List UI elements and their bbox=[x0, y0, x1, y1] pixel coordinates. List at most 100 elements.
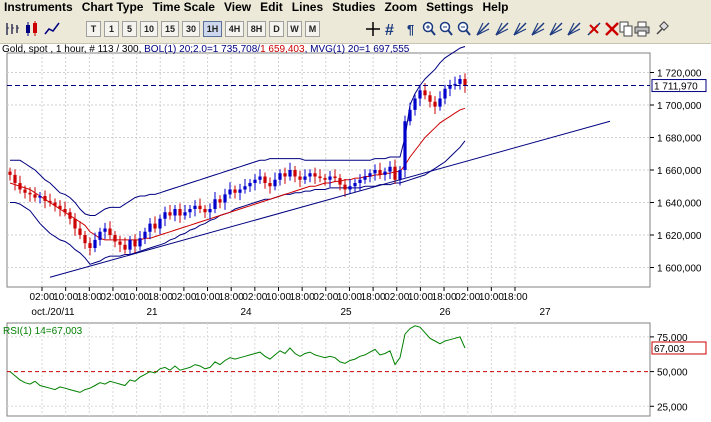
menu-studies[interactable]: Studies bbox=[332, 0, 376, 14]
price-y-label: 1 660,000 bbox=[657, 166, 702, 177]
print-icon[interactable] bbox=[633, 20, 651, 38]
time-x-label: 10:00 bbox=[195, 292, 220, 303]
timeframe-button-w[interactable]: W bbox=[287, 21, 302, 37]
rsi-chart[interactable]: RSI(1) 14=67,003 25,000 50,000 75,00067,00… bbox=[0, 322, 711, 417]
zoom-in-icon[interactable] bbox=[420, 20, 438, 38]
candle bbox=[278, 169, 282, 186]
date-label: 21 bbox=[146, 307, 158, 318]
grid-icon[interactable]: # bbox=[383, 20, 401, 39]
timeframe-button-d[interactable]: D bbox=[269, 21, 284, 37]
candle bbox=[293, 165, 297, 183]
candle bbox=[243, 178, 247, 194]
candle bbox=[18, 175, 22, 194]
delete-all-icon[interactable] bbox=[603, 20, 621, 38]
candle bbox=[113, 230, 117, 248]
timeframe-button-8h[interactable]: 8H bbox=[247, 21, 266, 37]
candle bbox=[93, 232, 97, 253]
menu-zoom[interactable]: Zoom bbox=[384, 0, 418, 14]
candle bbox=[233, 185, 237, 199]
bar-chart-icon[interactable] bbox=[3, 20, 21, 38]
menu-help[interactable]: Help bbox=[482, 0, 509, 14]
candle bbox=[303, 169, 307, 184]
zoom-fit-icon[interactable] bbox=[455, 20, 473, 38]
period-lines-icon[interactable] bbox=[565, 20, 583, 38]
candle bbox=[263, 172, 267, 189]
fibonacci-time-icon[interactable] bbox=[529, 20, 547, 38]
rsi-chart-pane[interactable]: RSI(1) 14=67,003 25,000 50,000 75,000 67,00… bbox=[0, 322, 711, 417]
price-chart-pane[interactable]: Gold, spot , 1 hour, # 113 / 300, BOL(1)… bbox=[0, 43, 711, 319]
rsi-y-label: 75,000 bbox=[657, 333, 688, 344]
timeframe-button-t[interactable]: T bbox=[86, 21, 101, 37]
candle bbox=[408, 102, 412, 126]
time-x-label: 02:00 bbox=[242, 292, 267, 303]
support-trendline[interactable] bbox=[49, 120, 611, 278]
candle bbox=[428, 91, 432, 108]
crosshair-icon[interactable] bbox=[364, 20, 382, 38]
candle bbox=[38, 191, 42, 204]
candle bbox=[298, 170, 302, 188]
candle bbox=[53, 198, 57, 212]
candle bbox=[343, 178, 347, 197]
candle bbox=[13, 169, 17, 191]
menu-edit[interactable]: Edit bbox=[260, 0, 283, 14]
timeframe-button-1h[interactable]: 1H bbox=[203, 21, 222, 37]
fibonacci-lines-icon[interactable] bbox=[547, 20, 565, 38]
candle bbox=[433, 96, 437, 114]
candle bbox=[163, 206, 167, 227]
menu-lines[interactable]: Lines bbox=[291, 0, 324, 14]
menu-settings[interactable]: Settings bbox=[426, 0, 474, 14]
mvg-line bbox=[9, 107, 466, 241]
candle bbox=[218, 195, 222, 209]
candle bbox=[448, 79, 452, 97]
candle bbox=[43, 190, 47, 209]
candlestick-chart-icon[interactable] bbox=[23, 20, 41, 38]
timeframe-button-30[interactable]: 30 bbox=[182, 21, 200, 37]
candle bbox=[328, 170, 332, 188]
time-x-label: 18:00 bbox=[219, 292, 244, 303]
candle bbox=[178, 203, 182, 223]
bollinger-lower-line bbox=[10, 140, 466, 265]
candle bbox=[58, 200, 62, 217]
menu-instruments[interactable]: Instruments bbox=[4, 0, 73, 14]
candle bbox=[68, 208, 72, 225]
text-tool-icon[interactable]: ¶ bbox=[403, 20, 421, 38]
time-x-label: 18:00 bbox=[432, 292, 457, 303]
fibonacci-retracement-icon[interactable] bbox=[511, 20, 529, 38]
candle bbox=[363, 169, 367, 184]
timeframe-button-5[interactable]: 5 bbox=[122, 21, 137, 37]
time-x-label: 10:00 bbox=[124, 292, 149, 303]
fibonacci-arc-icon[interactable] bbox=[493, 20, 511, 38]
line-chart-icon[interactable] bbox=[43, 20, 61, 38]
svg-text:#: # bbox=[385, 22, 394, 38]
price-chart[interactable]: Gold, spot , 1 hour, # 113 / 300, BOL(1)… bbox=[0, 43, 711, 319]
time-x-label: 02:00 bbox=[455, 292, 480, 303]
delete-lines-icon[interactable] bbox=[585, 20, 603, 38]
rsi-line bbox=[9, 325, 466, 393]
time-x-label: 02:00 bbox=[100, 292, 125, 303]
timeframe-button-4h[interactable]: 4H bbox=[225, 21, 244, 37]
candle bbox=[208, 203, 212, 220]
date-label: 25 bbox=[340, 307, 352, 318]
timeframe-button-10[interactable]: 10 bbox=[140, 21, 158, 37]
price-y-label: 1 640,000 bbox=[657, 199, 702, 210]
menu-time-scale[interactable]: Time Scale bbox=[152, 0, 215, 14]
candle bbox=[198, 198, 202, 214]
candle bbox=[148, 217, 152, 240]
candle bbox=[143, 227, 147, 244]
copy-icon[interactable] bbox=[617, 20, 635, 38]
menu-view[interactable]: View bbox=[223, 0, 252, 14]
rsi-plot-frame bbox=[6, 322, 651, 417]
fibonacci-fan-icon[interactable] bbox=[474, 20, 492, 38]
menu-chart-type[interactable]: Chart Type bbox=[81, 0, 144, 14]
candle bbox=[458, 74, 462, 90]
candle bbox=[248, 178, 252, 192]
timeframe-button-m[interactable]: M bbox=[305, 21, 320, 37]
timeframe-button-15[interactable]: 15 bbox=[161, 21, 179, 37]
zoom-out-icon[interactable] bbox=[437, 20, 455, 38]
candle bbox=[453, 76, 457, 90]
timeframe-button-1[interactable]: 1 bbox=[104, 21, 119, 37]
candle bbox=[393, 159, 397, 184]
candle bbox=[173, 204, 177, 222]
pin-icon[interactable] bbox=[653, 20, 671, 38]
chart-title: Gold, spot , 1 hour, # 113 / 300, BOL(1)… bbox=[2, 44, 410, 55]
